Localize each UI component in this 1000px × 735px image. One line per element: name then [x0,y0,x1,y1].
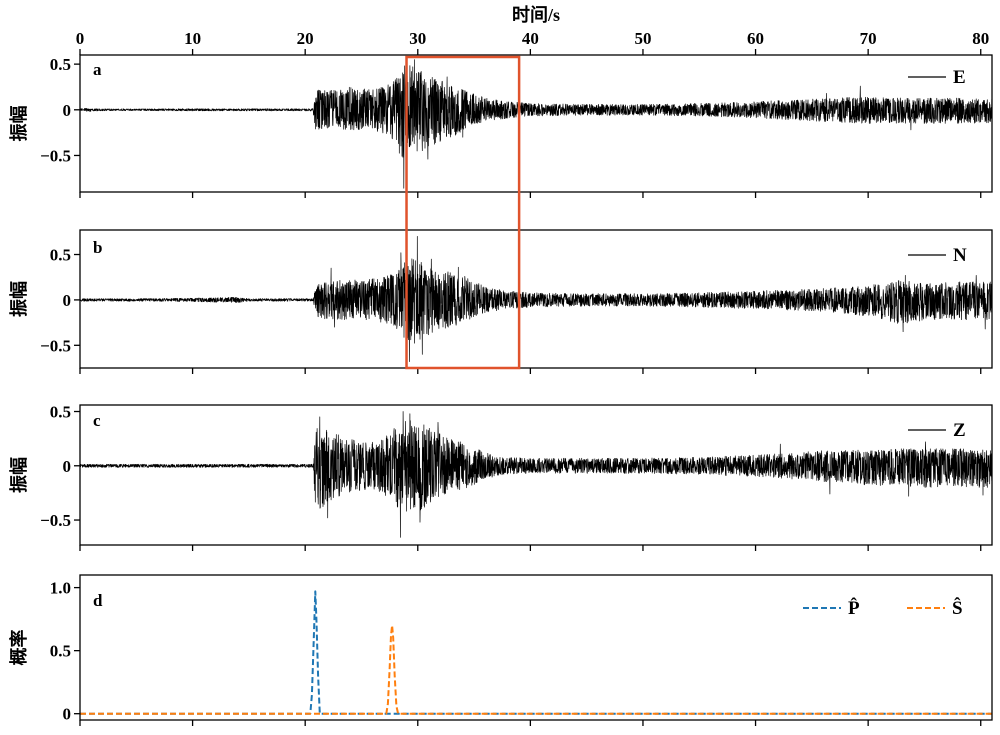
y-tick-label: −0.5 [40,336,71,355]
x-axis-title: 时间/s [512,5,560,25]
legend-entry-s: Ŝ [907,597,963,619]
panel-d-plot-area [80,590,992,715]
y-axis-title: 概率 [8,630,29,666]
y-tick-label: 0 [63,101,72,120]
x-tick-label: 0 [76,29,85,48]
y-tick-label: −0.5 [40,146,71,165]
legend-entry-p: P̂ [803,598,860,619]
legend-entry-e: E [908,67,966,88]
panel-c: 0.5 0 −0.5 振幅 c Z [8,403,993,551]
probability-line-s [80,624,992,715]
waveform-line-n [80,236,992,362]
panel-c-plot-area [80,411,992,538]
y-tick-label: 0 [63,291,72,310]
panel-b: 0.5 0 −0.5 振幅 b N [8,229,993,374]
x-tick-label: 40 [522,29,539,48]
x-tick-label: 70 [860,29,877,48]
legend-label: N [953,245,967,266]
x-tick-label: 30 [409,29,426,48]
panel-letter: c [93,411,101,430]
y-tick-label: 0.5 [50,642,71,661]
y-tick-label: 1.0 [50,579,71,598]
x-tick-label: 50 [634,29,651,48]
panel-b-plot-area [80,236,992,362]
annotation-layer [405,55,521,370]
y-axis-title: 振幅 [8,457,29,493]
panel-letter: a [93,60,102,79]
y-tick-label: 0.5 [50,403,71,422]
y-tick-label: 0 [63,705,72,724]
x-tick-label: 80 [972,29,989,48]
y-tick-label: −0.5 [40,511,71,530]
legend-label: E [953,67,966,88]
x-tick-label: 60 [747,29,764,48]
panel-letter: b [93,238,102,257]
probability-line-p [80,590,992,715]
legend-entry-z: Z [908,420,966,441]
panels: 0 10 20 30 40 50 60 70 80 0.5 0 −0.5 振幅 a E 0.5 0 −0.5 振幅 b… [8,29,993,726]
legend-label: Z [953,420,966,441]
panel-b-frame [79,229,993,369]
panel-a-frame [79,54,993,193]
x-tick-label: 10 [184,29,201,48]
panel-letter: d [93,591,103,610]
y-axis-title: 振幅 [8,106,29,142]
legend-label: P̂ [848,598,860,619]
panel-a: 0 10 20 30 40 50 60 70 80 0.5 0 −0.5 振幅 a E [8,29,993,198]
y-tick-label: 0.5 [50,55,71,74]
x-tick-label: 20 [297,29,314,48]
y-axis-title: 振幅 [8,281,29,317]
panel-a-plot-area [80,56,992,189]
y-tick-label: 0 [63,457,72,476]
waveform-line-e [80,56,992,189]
legend-entry-n: N [908,245,967,266]
panel-c-frame [79,404,993,546]
legend-label: Ŝ [952,597,963,619]
panel-d-frame [79,574,993,721]
panel-d: 1.0 0.5 0 概率 d P̂ Ŝ [8,574,993,726]
y-tick-label: 0.5 [50,246,71,265]
highlight-box [405,55,521,370]
waveform-line-z [80,411,992,538]
